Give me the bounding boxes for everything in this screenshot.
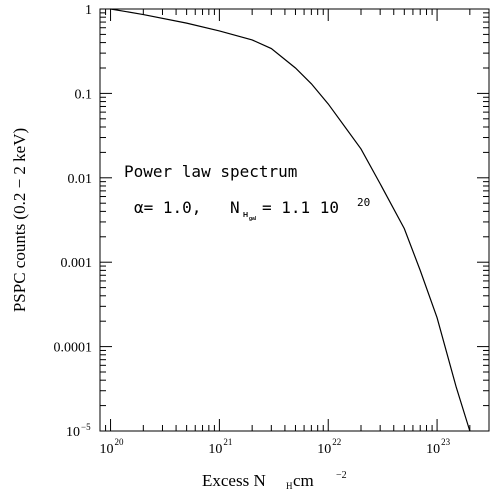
- x-tick-labels: 10 20 10 21 10 22 10 23: [100, 437, 451, 457]
- x-tick-label-exp: 23: [441, 437, 451, 447]
- y-tick-label: 10: [66, 425, 80, 440]
- y-tick-labels: 1 0.1 0.01 0.001 0.0001 10 −5: [54, 3, 93, 440]
- plot-frame: [99, 8, 490, 432]
- x-tick-label-exp: 20: [115, 437, 125, 447]
- x-axis-title-sub: H: [286, 481, 293, 491]
- axis-ticks: [99, 8, 490, 432]
- x-axis-title-main: Excess N: [202, 471, 266, 490]
- annotation-nh-value: = 1.1 10: [262, 198, 339, 217]
- x-tick-label-exp: 21: [223, 437, 232, 447]
- x-tick-label: 10: [317, 442, 331, 457]
- annotation-spectrum: Power law spectrum: [124, 162, 297, 181]
- y-tick-label: 0.001: [61, 256, 93, 271]
- series-line: [110, 8, 471, 432]
- x-axis-title-unit: cm: [293, 471, 314, 490]
- annotation-nh: N: [230, 198, 240, 217]
- x-axis-title-exp: −2: [336, 470, 347, 481]
- y-tick-label: 0.0001: [54, 341, 93, 356]
- y-axis-title: PSPC counts (0.2 − 2 keV): [10, 128, 29, 312]
- x-tick-label: 10: [208, 442, 222, 457]
- y-tick-label: 1: [85, 3, 92, 18]
- x-tick-label: 10: [100, 442, 114, 457]
- annotation-nh-sub-h: H: [243, 212, 248, 219]
- y-tick-label: 0.1: [75, 87, 93, 102]
- annotation-nh-sub-gal: gal: [249, 216, 257, 222]
- y-tick-label: 0.01: [68, 172, 93, 187]
- annotation-alpha: α= 1.0,: [134, 198, 201, 217]
- x-axis-title: Excess N H cm −2: [202, 470, 347, 491]
- x-tick-label: 10: [426, 442, 440, 457]
- y-tick-label-exp: −5: [81, 422, 91, 432]
- annotation-nh-exp: 20: [357, 196, 370, 209]
- x-tick-label-exp: 22: [332, 437, 341, 447]
